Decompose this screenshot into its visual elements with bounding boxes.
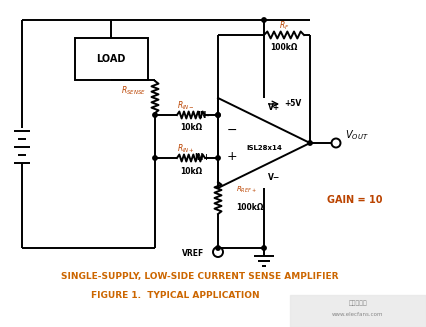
Text: ISL28x14: ISL28x14 <box>246 145 282 151</box>
Circle shape <box>262 246 266 250</box>
Bar <box>75 38 148 80</box>
Circle shape <box>216 113 220 117</box>
Bar <box>290 295 426 327</box>
Text: $R_{IN-}$: $R_{IN-}$ <box>177 100 195 112</box>
Circle shape <box>216 113 220 117</box>
Text: V−: V− <box>268 174 280 182</box>
Circle shape <box>308 141 312 145</box>
Circle shape <box>262 18 266 22</box>
Text: www.elecfans.com: www.elecfans.com <box>332 313 384 318</box>
Circle shape <box>153 113 157 117</box>
Text: 100kΩ: 100kΩ <box>271 43 298 51</box>
Circle shape <box>153 156 157 160</box>
Text: $V_{OUT}$: $V_{OUT}$ <box>345 128 368 142</box>
Text: FIGURE 1.  TYPICAL APPLICATION: FIGURE 1. TYPICAL APPLICATION <box>91 290 259 300</box>
Text: LOAD: LOAD <box>96 54 126 64</box>
Circle shape <box>216 156 220 160</box>
Text: 10kΩ: 10kΩ <box>180 124 202 132</box>
Text: 10kΩ: 10kΩ <box>180 166 202 176</box>
Text: $R_F$: $R_F$ <box>279 20 289 32</box>
Text: GAIN = 10: GAIN = 10 <box>327 195 383 205</box>
Text: $R_{IN+}$: $R_{IN+}$ <box>177 143 195 155</box>
Text: V+: V+ <box>268 104 280 112</box>
Text: −: − <box>227 124 237 136</box>
Text: SINGLE-SUPPLY, LOW-SIDE CURRENT SENSE AMPLIFIER: SINGLE-SUPPLY, LOW-SIDE CURRENT SENSE AM… <box>61 271 339 281</box>
Text: +: + <box>227 149 237 163</box>
Text: IN-: IN- <box>198 111 210 119</box>
Circle shape <box>216 246 220 250</box>
Text: +5V: +5V <box>284 99 301 109</box>
Text: VREF: VREF <box>182 250 204 259</box>
Text: 100kΩ: 100kΩ <box>236 202 263 212</box>
Text: 电子发烧友: 电子发烧友 <box>348 300 367 306</box>
Text: IN+: IN+ <box>194 153 210 163</box>
Text: $R_{REF+}$: $R_{REF+}$ <box>236 185 257 195</box>
Text: $R_{SENSE}$: $R_{SENSE}$ <box>121 85 145 97</box>
